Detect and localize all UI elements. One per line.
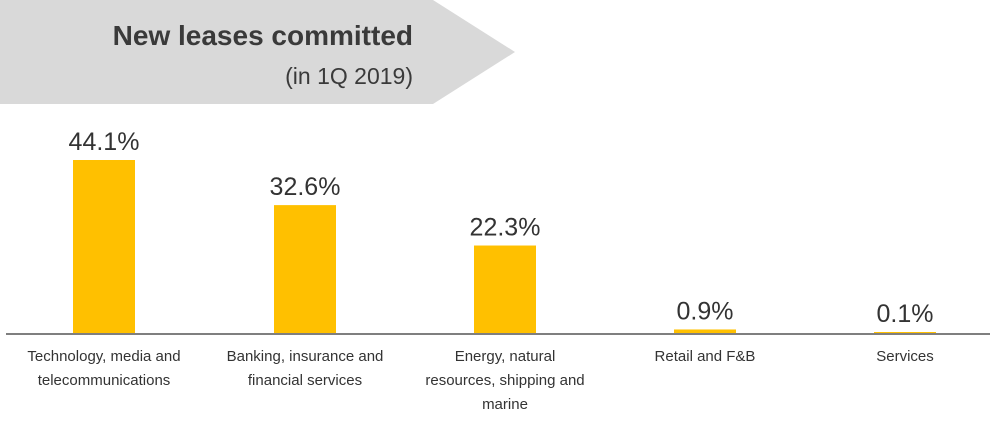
value-labels-group: 44.1% 32.6% 22.3% 0.9% 0.1% bbox=[69, 128, 934, 328]
category-label-3-line-2: resources, shipping and bbox=[425, 372, 585, 389]
value-label-1: 44.1% bbox=[69, 128, 140, 156]
header-banner-arrow bbox=[0, 0, 515, 104]
category-label-1: Technology, media and telecommunications bbox=[4, 345, 204, 393]
category-label-1-line-2: telecommunications bbox=[37, 372, 171, 389]
value-label-3: 22.3% bbox=[470, 214, 541, 242]
bar-4 bbox=[674, 329, 736, 333]
category-label-4-line-1: Retail and F&B bbox=[654, 348, 756, 365]
category-label-2-line-1: Banking, insurance and bbox=[226, 348, 384, 365]
value-label-4: 0.9% bbox=[677, 297, 734, 325]
category-label-4: Retail and F&B bbox=[605, 345, 805, 369]
category-label-1-line-1: Technology, media and bbox=[27, 348, 181, 365]
category-label-5: Services bbox=[805, 345, 994, 369]
bar-2 bbox=[274, 205, 336, 333]
bar-3 bbox=[474, 245, 536, 333]
bar-1 bbox=[73, 160, 135, 333]
category-label-2: Banking, insurance and financial services bbox=[205, 345, 405, 393]
value-label-5: 0.1% bbox=[877, 300, 934, 328]
bar-5 bbox=[874, 332, 936, 333]
category-label-3-line-3: marine bbox=[482, 396, 528, 413]
chart-subtitle: (in 1Q 2019) bbox=[285, 63, 413, 89]
category-label-3: Energy, natural resources, shipping and ma… bbox=[405, 345, 605, 417]
category-label-3-line-1: Energy, natural bbox=[454, 348, 556, 365]
chart-title: New leases committed bbox=[112, 20, 413, 51]
bars-group bbox=[73, 160, 936, 333]
category-label-5-line-1: Services bbox=[876, 348, 934, 365]
category-label-2-line-2: financial services bbox=[247, 372, 363, 389]
value-label-2: 32.6% bbox=[270, 173, 341, 201]
